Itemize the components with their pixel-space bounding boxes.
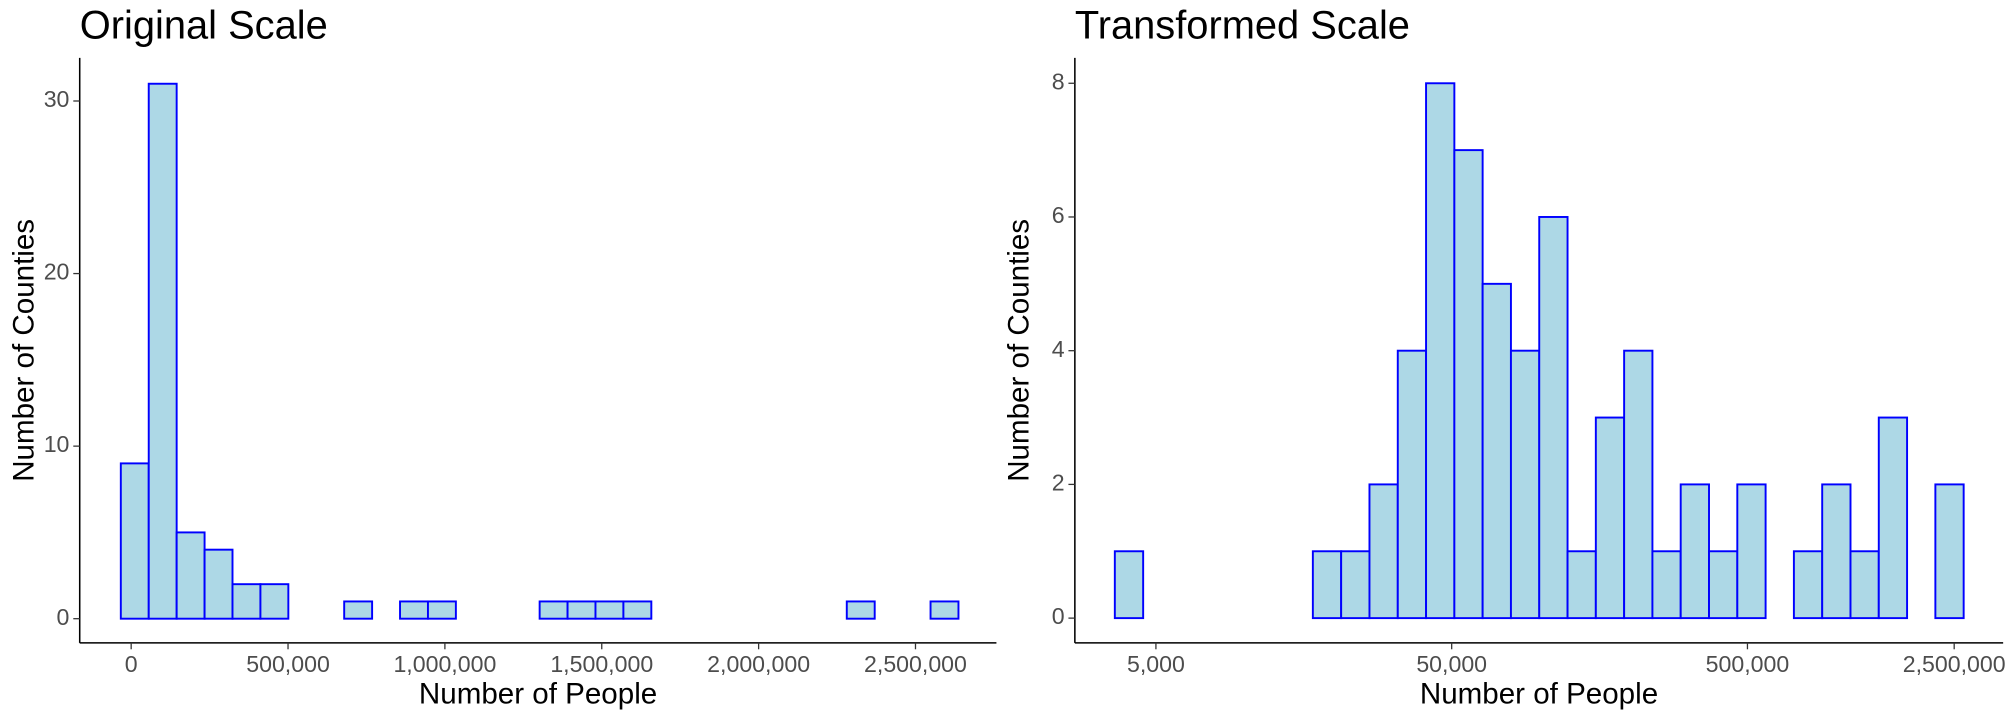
chart-title: Original Scale: [80, 4, 328, 48]
bar: [1340, 550, 1371, 620]
y-tick-label: 6: [1052, 202, 1065, 228]
y-tick-label: 0: [57, 604, 70, 630]
x-tick-label: 5,000: [1127, 651, 1185, 677]
bar: [175, 531, 206, 620]
bar: [1368, 483, 1399, 620]
x-tick-label: 50,000: [1416, 651, 1487, 677]
bar: [1679, 483, 1710, 620]
bar: [426, 600, 457, 620]
x-tick-label: 2,500,000: [1903, 651, 2006, 677]
chart-title: Transformed Scale: [1075, 4, 1410, 48]
bar: [399, 600, 429, 620]
y-tick-label: 8: [1052, 68, 1065, 94]
x-tick-label: 0: [125, 651, 138, 677]
x-axis-title: Number of People: [419, 677, 657, 710]
y-tick-label: 10: [44, 431, 70, 457]
x-axis-title: Number of People: [1420, 677, 1658, 710]
bar: [343, 600, 374, 620]
bar: [538, 600, 569, 620]
bar: [1708, 550, 1739, 620]
bar: [845, 600, 876, 620]
y-tick-label: 20: [44, 259, 70, 285]
y-axis-title: Number of Counties: [1003, 219, 1036, 482]
x-tick-label: 1,500,000: [550, 651, 653, 677]
bar: [566, 600, 597, 620]
bar: [1481, 282, 1512, 620]
bar: [1934, 483, 1965, 620]
y-tick-label: 2: [1052, 470, 1065, 496]
bar: [1849, 550, 1880, 620]
bar: [1594, 416, 1626, 620]
y-tick-label: 30: [44, 86, 70, 112]
bar: [119, 462, 150, 620]
bar: [1509, 349, 1541, 620]
bar: [1311, 550, 1343, 620]
bar: [1113, 550, 1145, 620]
bar: [929, 600, 960, 620]
x-tick-label: 2,000,000: [707, 651, 810, 677]
y-tick-label: 4: [1052, 336, 1065, 362]
bar: [147, 82, 178, 620]
bar: [1623, 349, 1654, 620]
bar: [1425, 82, 1456, 620]
bar: [1453, 149, 1484, 620]
bar: [1821, 483, 1852, 620]
x-tick-label: 500,000: [246, 651, 330, 677]
bar: [622, 600, 653, 620]
x-tick-label: 1,000,000: [393, 651, 496, 677]
bar: [594, 600, 625, 620]
bar: [1651, 550, 1682, 620]
y-tick-label: 0: [1052, 603, 1065, 629]
bar: [1396, 349, 1428, 620]
bar: [203, 548, 234, 620]
x-tick-label: 500,000: [1706, 651, 1790, 677]
bar: [1538, 216, 1569, 620]
bar: [1736, 483, 1767, 620]
bar: [1877, 416, 1909, 620]
bar: [1792, 550, 1824, 620]
y-axis-title: Number of Counties: [7, 219, 40, 482]
bar: [1566, 550, 1597, 620]
bar: [231, 583, 262, 620]
x-tick-label: 2,500,000: [864, 651, 967, 677]
bar: [259, 583, 290, 620]
